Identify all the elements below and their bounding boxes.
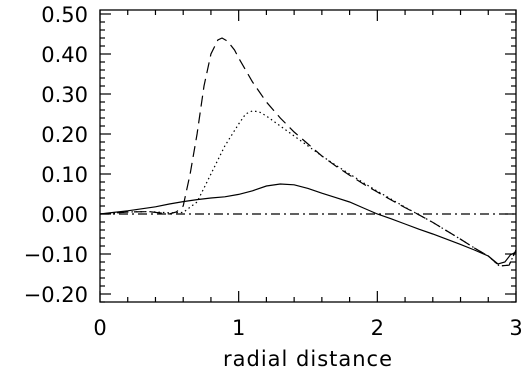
y-tick-label: 0.50 bbox=[41, 3, 88, 27]
x-axis-label: radial distance bbox=[223, 347, 393, 371]
tick-layer bbox=[99, 10, 517, 303]
plot-frame bbox=[99, 9, 517, 303]
series-line-solid bbox=[99, 183, 517, 265]
x-tick-label: 3 bbox=[509, 316, 522, 340]
series-line-dashed bbox=[99, 37, 517, 267]
series-line-dotted bbox=[99, 110, 517, 267]
y-tick-label: 0.00 bbox=[41, 203, 88, 227]
y-tick-label: −0.20 bbox=[24, 283, 88, 307]
x-tick-label: 1 bbox=[232, 316, 245, 340]
y-tick-label: 0.20 bbox=[41, 123, 88, 147]
tick-label-layer: 0 1 2 3 0.50 0.40 0.30 0.20 0.10 0.00 −0.10 −0.20 bbox=[24, 3, 523, 340]
y-tick-label: 0.30 bbox=[41, 83, 88, 107]
x-tick-label: 0 bbox=[93, 316, 106, 340]
y-tick-label: 0.40 bbox=[41, 43, 88, 67]
x-tick-label: 2 bbox=[371, 316, 384, 340]
y-tick-label: 0.10 bbox=[41, 163, 88, 187]
y-tick-label: −0.10 bbox=[24, 243, 88, 267]
series-layer bbox=[99, 37, 517, 267]
